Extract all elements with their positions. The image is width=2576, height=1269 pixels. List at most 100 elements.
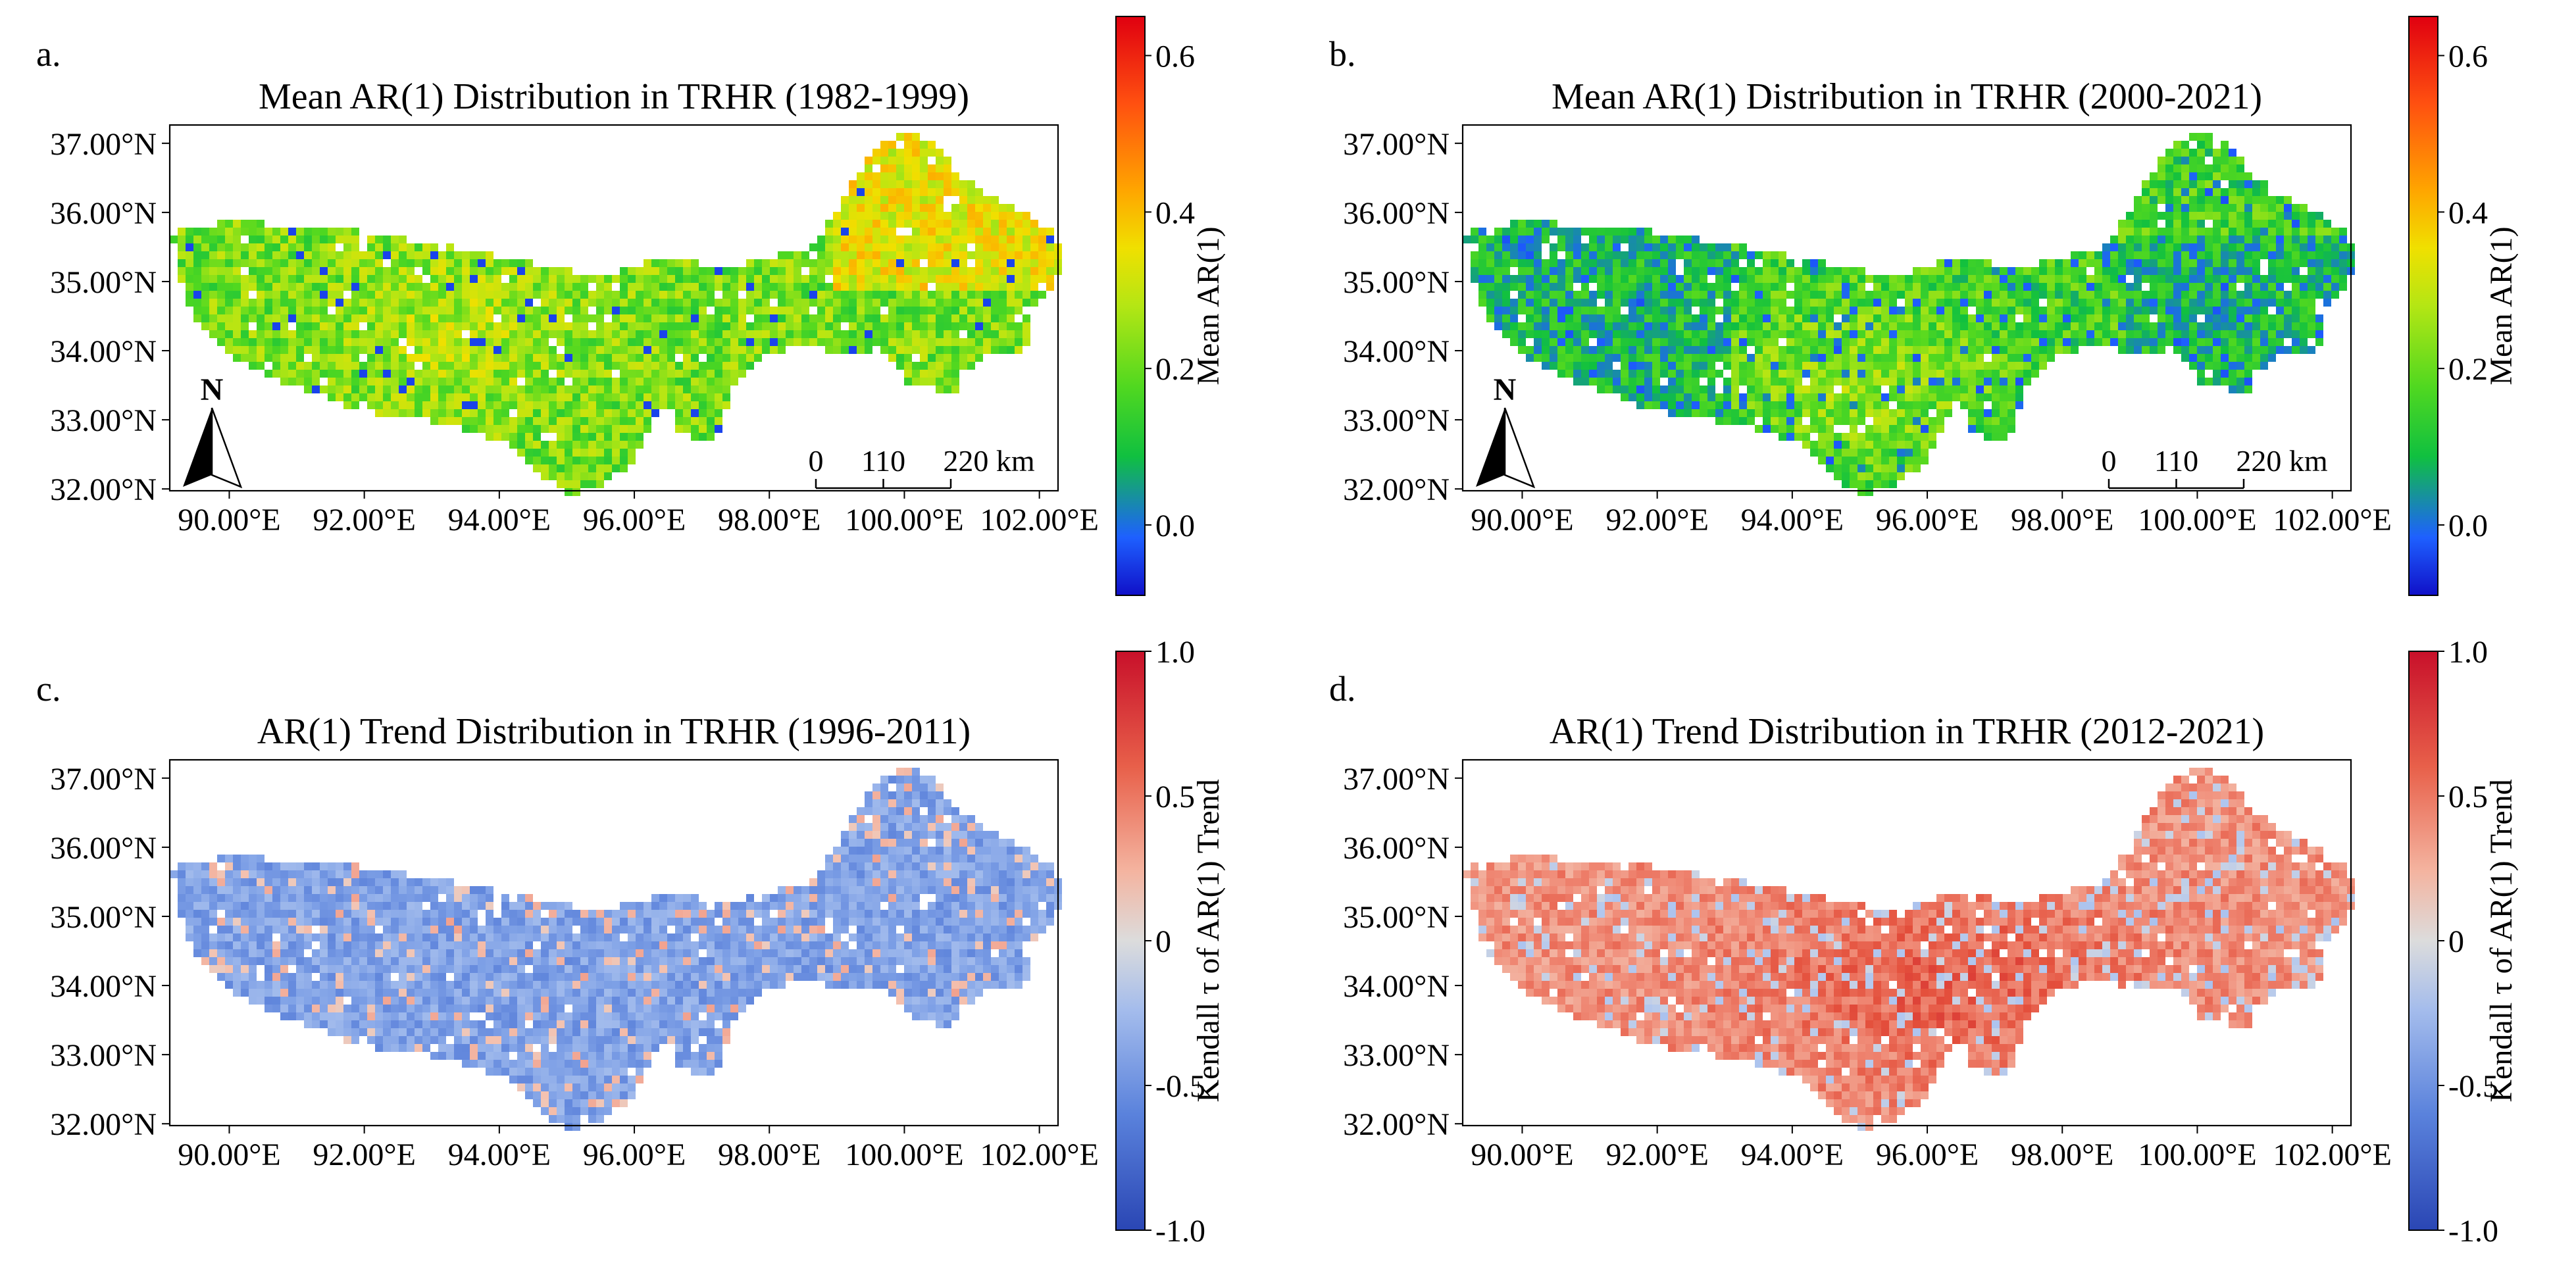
map-pixel (2252, 267, 2260, 275)
map-pixel (596, 291, 604, 299)
map-pixel (928, 228, 936, 236)
map-pixel (209, 228, 217, 236)
map-pixel (454, 354, 462, 362)
map-pixel (896, 807, 904, 815)
map-pixel (1565, 307, 1573, 314)
map-pixel (2102, 283, 2110, 291)
map-pixel (896, 283, 904, 291)
map-pixel (225, 322, 233, 330)
map-pixel (343, 322, 351, 330)
map-pixel (1755, 354, 1763, 362)
map-pixel (1992, 314, 2000, 322)
map-pixel (904, 259, 912, 267)
map-pixel (1486, 267, 1494, 275)
map-pixel (257, 228, 265, 236)
map-pixel (438, 322, 446, 330)
map-pixel (1818, 409, 1826, 417)
map-pixel (399, 870, 407, 878)
map-pixel (2055, 330, 2063, 338)
map-pixel (2268, 228, 2276, 236)
map-pixel (1621, 314, 1629, 322)
map-pixel (415, 409, 422, 417)
map-pixel (446, 338, 454, 346)
map-pixel (1636, 236, 1644, 243)
map-pixel (265, 870, 272, 878)
map-pixel (880, 855, 888, 862)
map-pixel (1486, 259, 1494, 267)
map-pixel (2244, 172, 2252, 180)
map-pixel (1976, 330, 1984, 338)
map-pixel (896, 275, 904, 283)
map-pixel (857, 878, 865, 886)
map-pixel (572, 472, 580, 480)
map-pixel (1715, 330, 1723, 338)
map-pixel (541, 378, 549, 386)
map-pixel (1023, 291, 1030, 299)
map-pixel (533, 275, 541, 283)
map-pixel (1644, 338, 1652, 346)
map-pixel (209, 243, 217, 251)
map-pixel (1534, 259, 1542, 267)
map-pixel (1763, 417, 1771, 425)
map-pixel (517, 283, 525, 291)
map-pixel (178, 267, 186, 275)
map-pixel (296, 251, 304, 259)
map-pixel (904, 776, 912, 784)
map-pixel (1486, 283, 1494, 291)
map-pixel (2158, 236, 2165, 243)
map-pixel (936, 839, 944, 847)
map-pixel (2236, 228, 2244, 236)
map-pixel (2079, 314, 2086, 322)
map-pixel (1865, 370, 1873, 378)
map-pixel (178, 228, 186, 236)
map-pixel (257, 362, 265, 370)
map-pixel (920, 847, 928, 855)
map-pixel (525, 322, 533, 330)
map-pixel (193, 307, 201, 314)
map-pixel (2323, 291, 2331, 299)
map-pixel (2221, 338, 2229, 346)
map-pixel (1007, 228, 1015, 236)
map-pixel (675, 362, 683, 370)
map-pixel (1850, 330, 1857, 338)
map-pixel (1621, 291, 1629, 299)
map-pixel (1015, 259, 1023, 267)
map-pixel (951, 212, 959, 220)
map-pixel (825, 870, 833, 878)
map-pixel (999, 330, 1007, 338)
map-pixel (967, 815, 975, 823)
map-pixel (983, 251, 991, 259)
map-pixel (825, 330, 833, 338)
map-pixel (1826, 401, 1834, 409)
map-pixel (936, 784, 944, 791)
map-pixel (336, 291, 343, 299)
map-pixel (951, 267, 959, 275)
map-pixel (1565, 314, 1573, 322)
map-pixel (1929, 338, 1936, 346)
map-pixel (438, 409, 446, 417)
map-pixel (2055, 291, 2063, 299)
map-pixel (738, 267, 746, 275)
map-pixel (399, 259, 407, 267)
y-tick-label: 34.00°N (50, 334, 157, 369)
map-pixel (2173, 259, 2181, 267)
map-pixel (1952, 275, 1960, 283)
map-pixel (2015, 362, 2023, 370)
map-pixel (367, 283, 375, 291)
map-pixel (1731, 346, 1739, 354)
map-pixel (1589, 228, 1597, 236)
map-pixel (391, 251, 399, 259)
map-pixel (1850, 386, 1857, 393)
map-pixel (1873, 409, 1881, 417)
map-pixel (1810, 401, 1818, 409)
panel-a: a.Mean AR(1) Distribution in TRHR (1982-… (36, 16, 1226, 596)
map-pixel (486, 362, 493, 370)
map-pixel (604, 433, 612, 441)
map-pixel (399, 322, 407, 330)
map-pixel (225, 314, 233, 322)
map-pixel (186, 267, 193, 275)
map-pixel (2165, 307, 2173, 314)
map-pixel (486, 425, 493, 433)
map-pixel (1581, 299, 1589, 307)
map-pixel (1652, 401, 1660, 409)
